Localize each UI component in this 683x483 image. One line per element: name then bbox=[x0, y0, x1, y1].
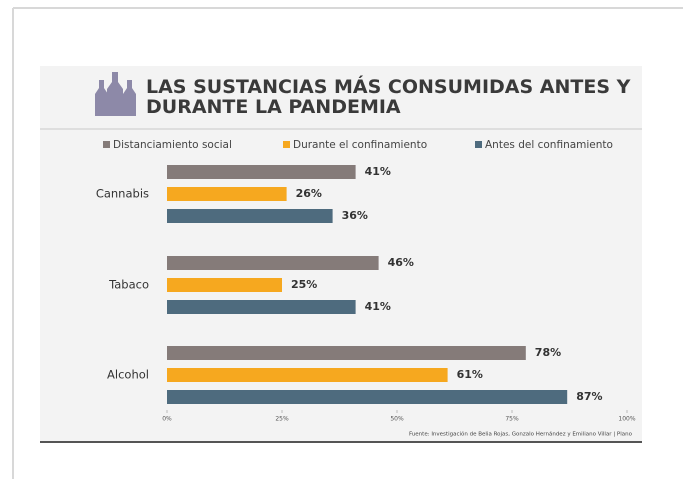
bar bbox=[167, 187, 287, 201]
bar bbox=[167, 256, 379, 270]
value-label: 25% bbox=[291, 278, 317, 291]
x-tick-label: 0% bbox=[162, 416, 172, 423]
category-label: Alcohol bbox=[107, 368, 149, 382]
bar bbox=[167, 165, 356, 179]
value-label: 78% bbox=[535, 346, 561, 359]
legend-label: Antes del confinamiento bbox=[485, 139, 613, 151]
bottles-icon bbox=[95, 72, 136, 116]
panel bbox=[40, 66, 642, 442]
legend-swatch bbox=[475, 141, 482, 148]
bar bbox=[167, 300, 356, 314]
value-label: 41% bbox=[365, 165, 391, 178]
legend-label: Durante el confinamiento bbox=[293, 139, 427, 151]
chart-title: LAS SUSTANCIAS MÁS CONSUMIDAS ANTES Y DUR… bbox=[146, 75, 631, 118]
category-label: Tabaco bbox=[108, 278, 149, 292]
bar bbox=[167, 390, 568, 404]
legend-swatch bbox=[103, 141, 110, 148]
x-tick-label: 50% bbox=[390, 416, 404, 423]
x-tick-label: 25% bbox=[275, 416, 289, 423]
bar bbox=[167, 346, 526, 360]
value-label: 46% bbox=[388, 256, 414, 269]
x-tick-label: 75% bbox=[505, 416, 519, 423]
x-tick-label: 100% bbox=[618, 416, 635, 423]
value-label: 41% bbox=[365, 300, 391, 313]
value-label: 36% bbox=[342, 209, 368, 222]
value-label: 61% bbox=[457, 368, 483, 381]
value-label: 87% bbox=[576, 390, 602, 403]
legend-label: Distanciamiento social bbox=[113, 139, 232, 151]
category-label: Cannabis bbox=[96, 187, 149, 201]
value-label: 26% bbox=[296, 187, 322, 200]
bar bbox=[167, 368, 448, 382]
source: Fuente: Investigación de Belia Rojas, Go… bbox=[409, 431, 633, 438]
bar bbox=[167, 209, 333, 223]
legend-swatch bbox=[283, 141, 290, 148]
bar bbox=[167, 278, 282, 292]
